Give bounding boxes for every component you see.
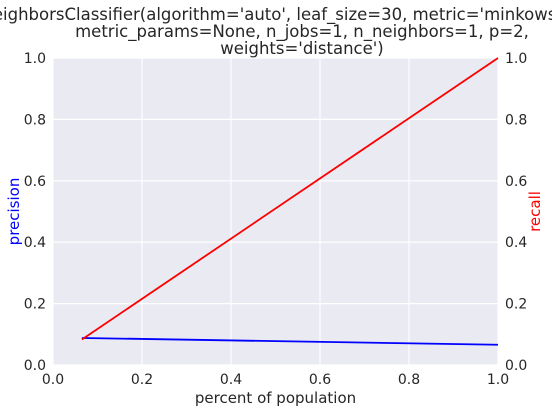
y-left-tick-labels: 0.0 0.2 0.4 0.6 0.8 1.0 bbox=[24, 51, 46, 374]
precision-line bbox=[81, 337, 499, 346]
y-right-tick-labels: 0.0 0.2 0.4 0.6 0.8 1.0 bbox=[505, 51, 527, 374]
x-tick-labels: 0.0 0.2 0.4 0.6 0.8 1.0 bbox=[42, 372, 509, 388]
chart-title: KNeighborsClassifier(algorithm='auto', l… bbox=[0, 5, 552, 58]
y-right-tick-label: 0.4 bbox=[505, 235, 527, 251]
gridlines bbox=[52, 57, 499, 366]
title-line-2: metric_params=None, n_jobs=1, n_neighbor… bbox=[75, 22, 529, 42]
x-tick-label: 1.0 bbox=[487, 372, 509, 388]
y-right-tick-label: 0.0 bbox=[505, 358, 527, 374]
y-right-tick-label: 0.8 bbox=[505, 112, 527, 128]
x-axis-label: percent of population bbox=[195, 389, 356, 407]
title-line-3: weights='distance') bbox=[220, 39, 383, 58]
y-right-tick-label: 0.6 bbox=[505, 174, 527, 190]
series-lines bbox=[81, 57, 499, 346]
y-left-tick-label: 0.8 bbox=[24, 112, 46, 128]
y-left-tick-label: 0.4 bbox=[24, 235, 46, 251]
x-tick-label: 0.2 bbox=[131, 372, 153, 388]
x-tick-label: 0.4 bbox=[220, 372, 242, 388]
y-right-tick-label: 0.2 bbox=[505, 297, 527, 313]
y-axis-label-recall: recall bbox=[526, 191, 544, 232]
y-left-tick-label: 0.0 bbox=[24, 358, 46, 374]
x-tick-label: 0.8 bbox=[398, 372, 420, 388]
y-left-tick-label: 0.6 bbox=[24, 174, 46, 190]
recall-line bbox=[81, 57, 499, 341]
y-left-tick-label: 1.0 bbox=[24, 51, 46, 67]
title-line-1: KNeighborsClassifier(algorithm='auto', l… bbox=[0, 5, 552, 25]
y-right-tick-label: 1.0 bbox=[505, 51, 527, 67]
x-tick-label: 0.0 bbox=[42, 372, 64, 388]
x-tick-label: 0.6 bbox=[309, 372, 331, 388]
y-left-tick-label: 0.2 bbox=[24, 297, 46, 313]
y-axis-label-precision: precision bbox=[5, 178, 23, 246]
